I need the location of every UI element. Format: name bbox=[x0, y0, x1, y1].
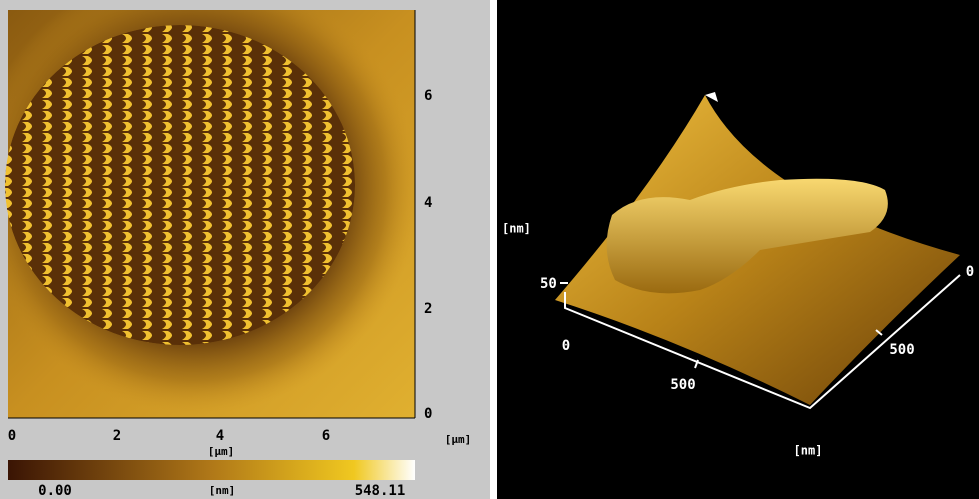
x-unit: [µm] bbox=[208, 445, 235, 458]
z-unit: [nm] bbox=[502, 222, 531, 236]
axis-unit: [nm] bbox=[794, 444, 823, 458]
side-tick-label: 500 bbox=[889, 342, 914, 358]
colorbar bbox=[8, 460, 415, 480]
z-tick-label: 50 bbox=[540, 276, 557, 292]
y-tick-label: 4 bbox=[424, 195, 432, 211]
colorbar-max: 548.11 bbox=[355, 483, 406, 499]
y-tick-label: 2 bbox=[424, 301, 432, 317]
front-tick-label: 500 bbox=[670, 377, 695, 393]
x-tick-label: 0 bbox=[8, 428, 16, 444]
far-label: 0 bbox=[966, 264, 974, 280]
figure: 0 2 4 6 [µm] [µm] 0 2 4 6 0.00 [nm] 548.… bbox=[0, 0, 979, 499]
x-tick-label: 2 bbox=[113, 428, 121, 444]
x-unit-right: [µm] bbox=[445, 433, 472, 446]
y-tick-label: 0 bbox=[424, 406, 432, 422]
colorbar-unit: [nm] bbox=[209, 484, 236, 497]
x-tick-label: 6 bbox=[322, 428, 330, 444]
stripe-disc bbox=[5, 25, 355, 345]
x-tick-label: 4 bbox=[216, 428, 224, 444]
y-tick-label: 6 bbox=[424, 88, 432, 104]
origin-label: 0 bbox=[562, 338, 570, 354]
colorbar-min: 0.00 bbox=[38, 483, 72, 499]
